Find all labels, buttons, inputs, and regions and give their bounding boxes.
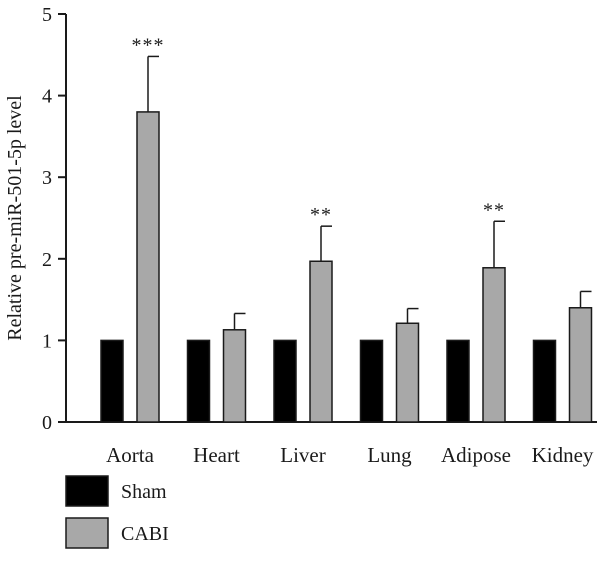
x-tick-label: Aorta <box>106 443 154 467</box>
bar-sham <box>532 339 557 423</box>
legend-swatch-sham <box>65 475 109 507</box>
significance-marker: ** <box>310 204 332 226</box>
legend-swatch-cabi <box>65 517 109 549</box>
bar-cabi <box>395 322 420 423</box>
y-tick-label: 3 <box>42 167 52 189</box>
bar-sham <box>359 339 384 423</box>
significance-marker: ** <box>483 199 505 221</box>
bar-cabi <box>222 329 247 423</box>
significance-marker: *** <box>132 34 165 56</box>
bar-cabi <box>136 111 160 423</box>
x-tick-label: Liver <box>280 443 325 467</box>
bar-cabi <box>309 260 333 423</box>
labels: 0 1 2 3 4 5 Relative pre-miR-501-5p level *** Ao… <box>4 4 594 467</box>
y-tick-label: 2 <box>42 249 52 271</box>
y-tick-label: 0 <box>42 412 52 434</box>
bars <box>100 55 593 423</box>
bar-cabi <box>482 267 506 423</box>
x-tick-label: Heart <box>193 443 240 467</box>
x-tick-label: Kidney <box>532 443 594 467</box>
legend-label-sham: Sham <box>121 481 167 503</box>
bar-sham <box>446 339 470 423</box>
x-tick-label: Adipose <box>441 443 511 467</box>
bar-sham <box>186 339 211 423</box>
y-tick-label: 4 <box>42 86 52 108</box>
legend-label-cabi: CABI <box>121 523 169 545</box>
bar-cabi <box>568 307 593 423</box>
bar-sham <box>273 339 297 423</box>
legend: Sham CABI <box>65 475 169 549</box>
y-tick-label: 5 <box>42 4 52 26</box>
y-axis-label: Relative pre-miR-501-5p level <box>4 95 26 341</box>
bar-sham <box>100 339 124 423</box>
y-tick-label: 1 <box>42 330 52 352</box>
x-tick-label: Lung <box>367 443 412 467</box>
